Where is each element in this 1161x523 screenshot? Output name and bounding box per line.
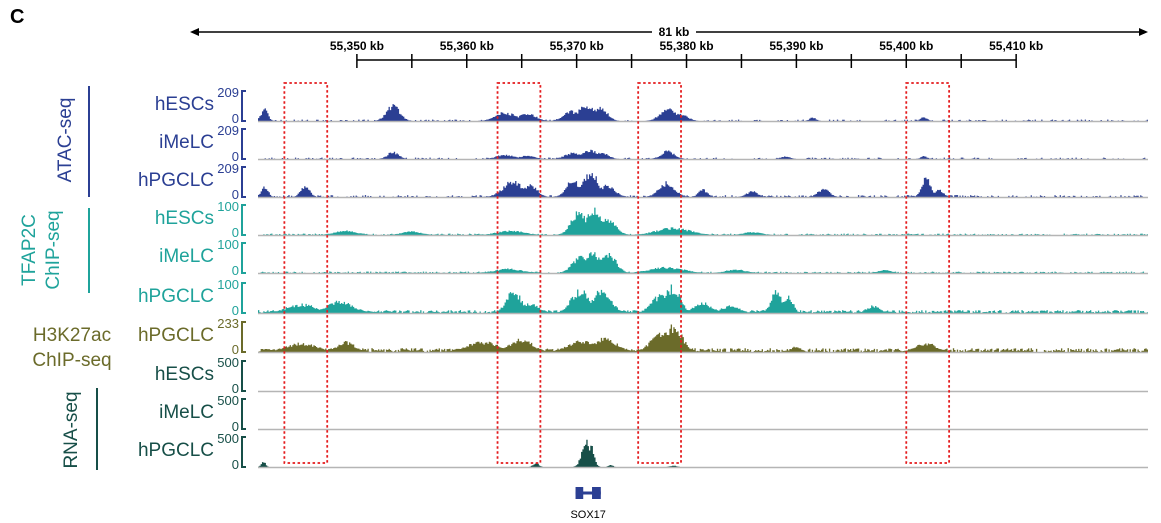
track-scale-bracket (241, 90, 246, 122)
track-ymin-label: 0 (232, 225, 239, 240)
track-ymin-label: 0 (232, 111, 239, 126)
track-rna-seq-imelc: 500 0 iMeLC (159, 393, 1148, 434)
group-label-line: RNA-seq (61, 391, 82, 468)
track-scale-bracket (241, 398, 246, 430)
track-sample-name: hESCs (155, 94, 214, 115)
panel-label: C (10, 6, 24, 28)
track-sample-name: hPGCLC (138, 325, 214, 346)
track-ymax-label: 500 (217, 393, 239, 408)
track-signal (263, 207, 1148, 235)
track-tfap2c-chip-seq-hpgclc: 100 0 hPGCLC (138, 277, 1148, 318)
ruler-tick-label: 55,400 kb (879, 39, 933, 53)
group-label-line: TFAP2C (19, 214, 40, 286)
track-scale-bracket (241, 242, 246, 274)
track-ymin-label: 0 (232, 187, 239, 202)
track-ymax-label: 100 (217, 277, 239, 292)
track-ymax-label: 100 (217, 237, 239, 252)
group-label-line: H3K27ac (33, 325, 111, 346)
ruler-tick-label: 55,350 kb (330, 39, 384, 53)
span-scale: 81 kb (190, 24, 1148, 39)
track-signal (264, 149, 1146, 159)
track-sample-name: hESCs (155, 208, 214, 229)
highlight-box (637, 82, 682, 464)
track-ymin-label: 0 (232, 457, 239, 472)
track-ymin-label: 0 (232, 419, 239, 434)
track-atac-seq-imelc: 209 0 iMeLC (159, 123, 1148, 164)
track-scale-bracket (241, 128, 246, 160)
ruler-tick-label: 55,360 kb (440, 39, 494, 53)
track-signal (258, 104, 1148, 121)
track-sample-name: hESCs (155, 364, 214, 385)
gene-name: SOX17 (570, 509, 605, 521)
track-scale-bracket (241, 204, 246, 236)
coordinate-ruler: 55,350 kb 55,360 kb 55,370 kb 55,380 kb 55,3… (330, 39, 1043, 68)
gene-model: SOX17 (570, 487, 606, 521)
gene-exon (575, 487, 584, 499)
track-ymax-label: 209 (217, 161, 239, 176)
track-h3k27ac-chip-seq-hpgclc: 233 0 hPGCLC (138, 316, 1148, 357)
track-scale-bracket (241, 360, 246, 392)
track-ymax-label: 233 (217, 316, 239, 331)
track-atac-seq-hpgclc: 209 0 hPGCLC (138, 161, 1148, 202)
group-label-line: ChIP-seq (32, 350, 111, 371)
track-scale-bracket (241, 321, 246, 353)
track-sample-name: hPGCLC (138, 170, 214, 191)
track-sample-name: iMeLC (159, 402, 214, 423)
track-sample-name: iMeLC (159, 132, 214, 153)
group-label-h3k27ac-chip-seq: H3K27ac ChIP-seq (32, 325, 111, 371)
track-signal (258, 173, 1143, 197)
track-tfap2c-chip-seq-hescs: 100 0 hESCs (155, 199, 1148, 240)
track-ymin-label: 0 (232, 303, 239, 318)
track-atac-seq-hescs: 209 0 hESCs (155, 85, 1148, 126)
group-label-tfap2c-chip-seq: TFAP2C ChIP-seq (19, 208, 90, 293)
track-ymax-label: 209 (217, 85, 239, 100)
track-sample-name: hPGCLC (138, 286, 214, 307)
ruler-tick-label: 55,370 kb (550, 39, 604, 53)
tracks: 2090hESCs2090iMeLC2090hPGCLC1000hESCs100… (138, 85, 1148, 472)
track-ymin-label: 0 (232, 149, 239, 164)
track-ymin-label: 0 (232, 381, 239, 396)
span-arrow-right (1139, 28, 1148, 36)
ruler-tick-label: 55,410 kb (989, 39, 1043, 53)
track-scale-bracket (241, 166, 246, 198)
track-ymin-label: 0 (232, 342, 239, 357)
group-label-line: ATAC-seq (55, 98, 76, 183)
group-label-atac-seq: ATAC-seq (55, 86, 90, 197)
track-ymax-label: 209 (217, 123, 239, 138)
track-rna-seq-hpgclc: 500 0 hPGCLC (138, 431, 1148, 472)
span-label-background (652, 24, 696, 38)
highlight-box (496, 82, 542, 464)
track-tfap2c-chip-seq-imelc: 100 0 iMeLC (159, 237, 1148, 278)
span-arrow-left (190, 28, 199, 36)
track-ymax-label: 500 (217, 431, 239, 446)
group-label-line: ChIP-seq (43, 210, 64, 289)
span-label: 81 kb (659, 25, 690, 39)
track-signal (258, 324, 1148, 352)
track-signal (260, 252, 1145, 273)
track-signal (258, 439, 680, 467)
highlight-regions (283, 82, 951, 464)
track-sample-name: hPGCLC (138, 440, 214, 461)
highlight-box (905, 82, 951, 464)
track-scale-bracket (241, 436, 246, 468)
ruler-tick-label: 55,390 kb (769, 39, 823, 53)
track-rna-seq-hescs: 500 0 hESCs (155, 355, 1148, 396)
gene-exon (592, 487, 601, 499)
highlight-box (283, 82, 329, 464)
track-sample-name: iMeLC (159, 246, 214, 267)
ruler-tick-label: 55,380 kb (659, 39, 713, 53)
track-ymax-label: 500 (217, 355, 239, 370)
track-ymax-label: 100 (217, 199, 239, 214)
group-label-rna-seq: RNA-seq (61, 388, 98, 470)
track-scale-bracket (241, 282, 246, 314)
track-signal (258, 284, 1148, 313)
track-ymin-label: 0 (232, 263, 239, 278)
